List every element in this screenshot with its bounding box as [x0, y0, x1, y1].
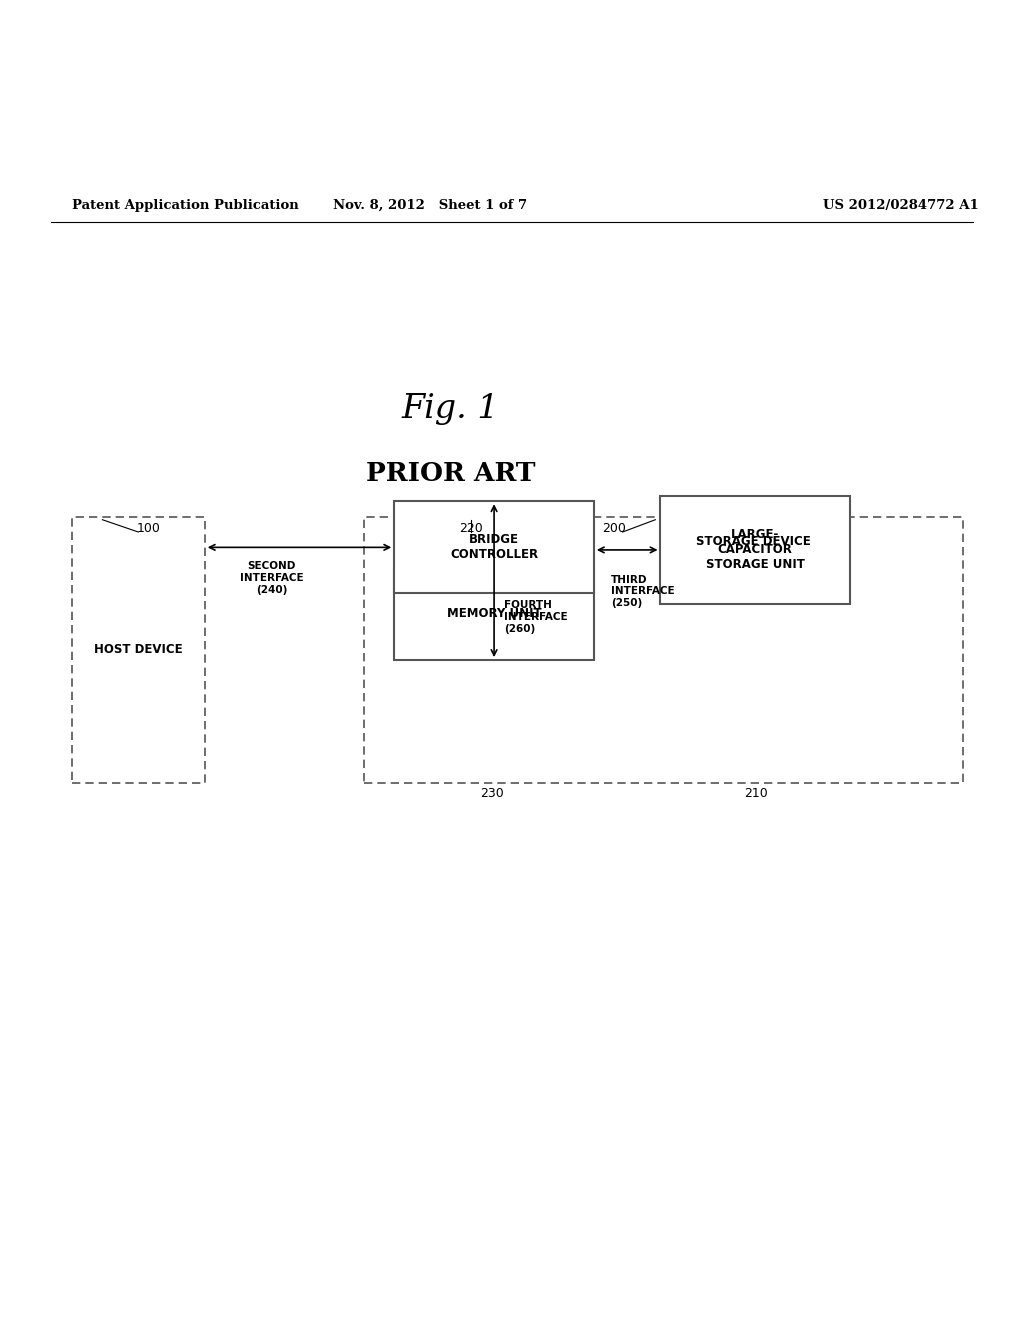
Text: HOST DEVICE: HOST DEVICE [94, 643, 182, 656]
Bar [394, 502, 594, 594]
Text: STORAGE DEVICE: STORAGE DEVICE [695, 535, 810, 548]
Text: Patent Application Publication: Patent Application Publication [72, 199, 298, 211]
Text: 100: 100 [136, 523, 161, 536]
Text: Fig. 1: Fig. 1 [401, 393, 500, 425]
Bar [660, 496, 850, 603]
Text: 200: 200 [602, 523, 627, 536]
Text: THIRD
INTERFACE
(250): THIRD INTERFACE (250) [611, 574, 675, 609]
Text: 210: 210 [743, 787, 768, 800]
Text: BRIDGE
CONTROLLER: BRIDGE CONTROLLER [450, 533, 539, 561]
Text: SECOND
INTERFACE
(240): SECOND INTERFACE (240) [240, 561, 303, 595]
Text: 220: 220 [459, 523, 483, 536]
Text: FOURTH
INTERFACE
(260): FOURTH INTERFACE (260) [504, 601, 567, 634]
Text: LARGE-
CAPACITOR
STORAGE UNIT: LARGE- CAPACITOR STORAGE UNIT [706, 528, 805, 572]
Bar [364, 516, 963, 783]
Text: 230: 230 [479, 787, 504, 800]
Text: US 2012/0284772 A1: US 2012/0284772 A1 [823, 199, 979, 211]
Text: Nov. 8, 2012   Sheet 1 of 7: Nov. 8, 2012 Sheet 1 of 7 [333, 199, 527, 211]
Text: MEMORY UNIT: MEMORY UNIT [446, 607, 542, 620]
Bar [394, 568, 594, 660]
Text: PRIOR ART: PRIOR ART [366, 461, 536, 486]
Bar [72, 516, 205, 783]
